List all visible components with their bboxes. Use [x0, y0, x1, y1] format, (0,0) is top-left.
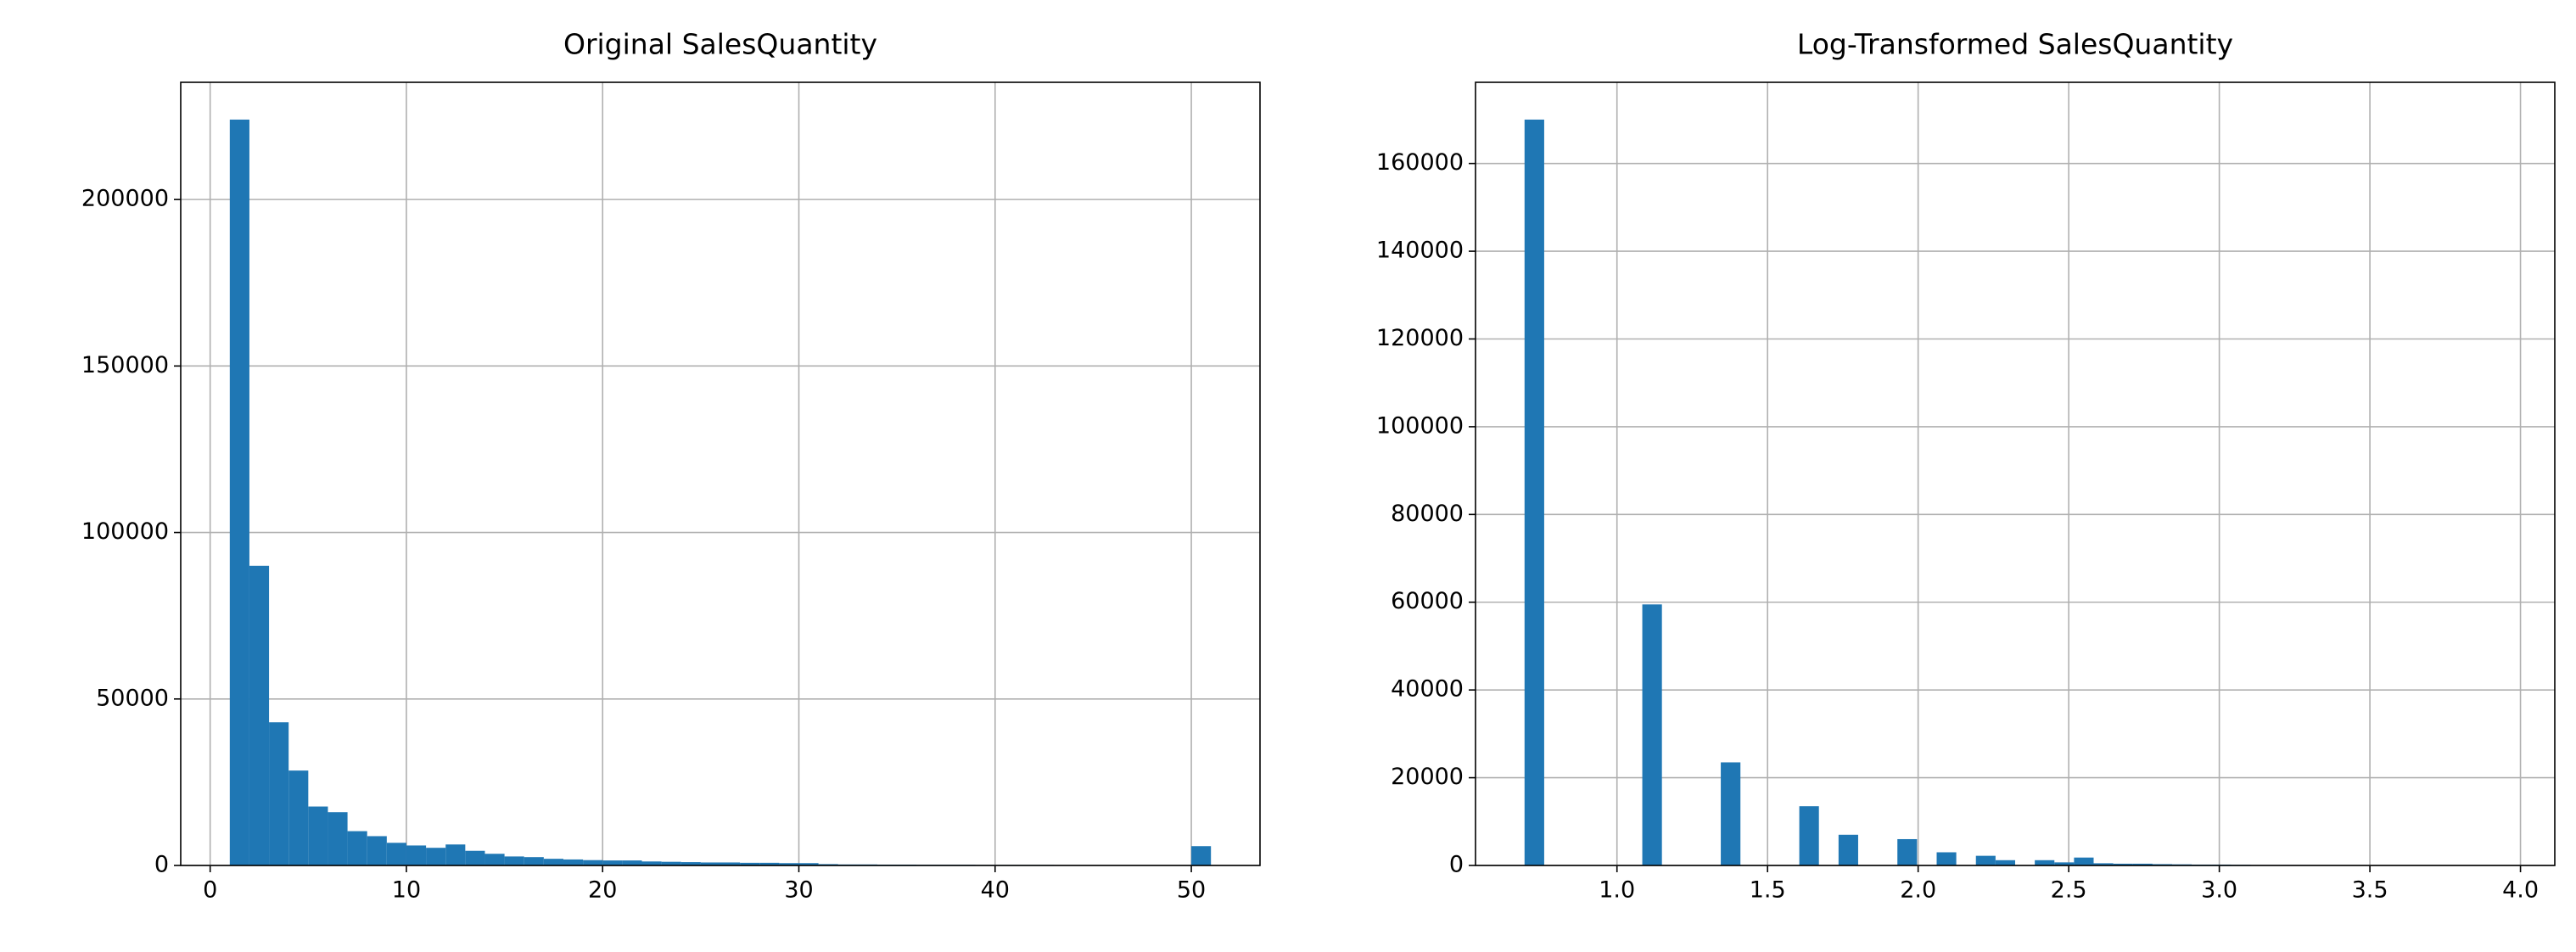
x-tick-label: 50 [1177, 877, 1206, 904]
bar [1721, 762, 1741, 865]
bar [563, 859, 584, 865]
bar [1191, 846, 1212, 865]
bar [740, 862, 760, 865]
bar [1936, 852, 1957, 865]
bar [622, 860, 642, 865]
y-tick-label: 0 [1449, 852, 1464, 878]
bar [1799, 806, 1819, 865]
bar [328, 812, 348, 865]
bar [2035, 860, 2055, 865]
y-tick-label: 160000 [1376, 149, 1464, 176]
bar [1838, 834, 1858, 865]
bar [798, 863, 819, 865]
y-tick-label: 40000 [1391, 676, 1464, 703]
x-tick-label: 2.5 [2051, 877, 2087, 904]
x-tick-label: 30 [784, 877, 813, 904]
bar [229, 119, 249, 865]
bar [1975, 855, 1996, 865]
bar [386, 843, 406, 865]
bar [249, 565, 270, 865]
bar [367, 836, 387, 865]
bar [583, 860, 603, 865]
y-tick-label: 50000 [96, 685, 169, 711]
bar [445, 844, 466, 865]
y-tick-label: 150000 [81, 352, 169, 378]
bar [759, 862, 780, 865]
bar [641, 861, 662, 865]
x-tick-label: 10 [392, 877, 421, 904]
x-tick-label: 3.0 [2201, 877, 2237, 904]
x-tick-label: 2.0 [1900, 877, 1936, 904]
x-tick-label: 0 [203, 877, 217, 904]
bar [406, 845, 427, 865]
bar [2074, 857, 2094, 865]
y-tick-label: 60000 [1391, 588, 1464, 614]
bar [347, 831, 367, 865]
bar [465, 850, 485, 865]
bar [288, 770, 309, 865]
bar [1897, 838, 1918, 865]
bar [720, 862, 741, 865]
y-tick-label: 140000 [1376, 238, 1464, 264]
chart-title: Original SalesQuantity [563, 28, 877, 61]
bar [602, 860, 623, 865]
chart-title: Log-Transformed SalesQuantity [1797, 28, 2233, 61]
x-tick-label: 40 [981, 877, 1010, 904]
bar [1642, 604, 1662, 865]
bar [426, 848, 446, 865]
bar [269, 722, 289, 865]
y-tick-label: 100000 [81, 518, 169, 545]
bar [1524, 119, 1544, 865]
x-tick-label: 3.5 [2352, 877, 2388, 904]
bar [680, 862, 701, 865]
y-tick-label: 80000 [1391, 501, 1464, 527]
bar [484, 854, 505, 865]
y-tick-label: 20000 [1391, 764, 1464, 790]
bar [2093, 863, 2114, 865]
bar [661, 861, 681, 865]
x-tick-label: 1.5 [1750, 877, 1786, 904]
bar [524, 857, 544, 865]
bar [504, 856, 524, 865]
y-tick-label: 120000 [1376, 325, 1464, 351]
y-tick-label: 200000 [81, 186, 169, 212]
bar [779, 863, 799, 865]
x-tick-label: 1.0 [1599, 877, 1635, 904]
bar [308, 806, 328, 865]
bar [2054, 862, 2075, 865]
bar [2113, 863, 2133, 865]
bar [2132, 863, 2153, 865]
x-tick-label: 4.0 [2502, 877, 2539, 904]
x-tick-label: 20 [588, 877, 617, 904]
axes-frame [180, 81, 1261, 866]
bar [700, 862, 720, 865]
bar [543, 859, 563, 865]
y-tick-label: 100000 [1376, 412, 1464, 439]
bar [1995, 860, 2015, 865]
axes-frame [1475, 81, 2556, 866]
y-tick-label: 0 [154, 852, 169, 878]
